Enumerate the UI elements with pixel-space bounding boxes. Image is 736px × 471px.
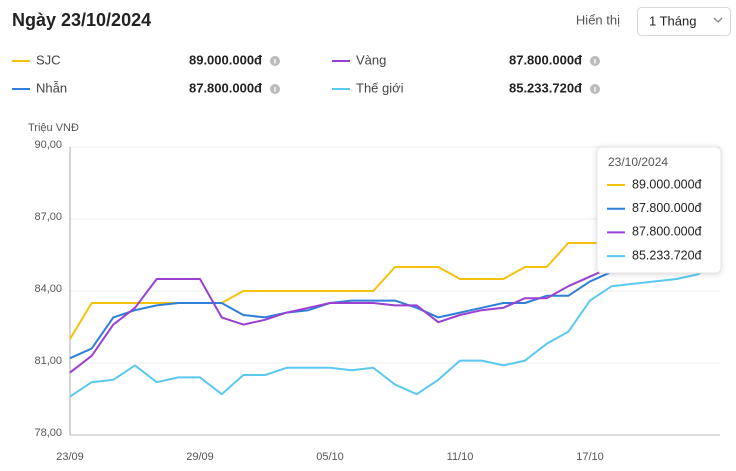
- legend-price: 87.800.000đ: [189, 80, 262, 95]
- y-axis-label: Triệu VNĐ: [28, 122, 79, 134]
- range-select[interactable]: 1 Tháng: [649, 13, 696, 28]
- x-tick-label: 11/10: [447, 451, 474, 463]
- tooltip-value: 87.800.000đ: [632, 225, 702, 239]
- grid: 78,00 81,00 84,00 87,00 90,00 23/09 29/09 05/10…: [34, 139, 720, 463]
- legend-name: SJC: [36, 52, 61, 67]
- y-tick-label: 78,00: [34, 427, 62, 439]
- legend-name: Nhẫn: [36, 80, 67, 95]
- legend-price: 87.800.000đ: [509, 52, 582, 67]
- info-icon-dot: [594, 59, 596, 64]
- tooltip-value: 87.800.000đ: [632, 201, 702, 215]
- dropdown-chevron: [713, 17, 723, 23]
- info-icon-dot: [274, 87, 276, 92]
- y-tick-label: 81,00: [34, 355, 62, 367]
- legend-name: Thế giới: [356, 80, 404, 95]
- tooltip-value: 85.233.720đ: [632, 248, 702, 262]
- x-tick-label: 23/09: [56, 451, 84, 463]
- y-tick-label: 87,00: [34, 211, 62, 223]
- x-tick-label: 05/10: [316, 451, 344, 463]
- legend-price: 85.233.720đ: [509, 80, 582, 95]
- tooltip: 23/10/2024 89.000.000đ 87.800.000đ 87.800.…: [596, 146, 722, 274]
- legend: SJC 89.000.000đ Nhẫn 87.800.000đ Vàng 87.800.…: [12, 52, 600, 95]
- info-icon-dot: [274, 59, 276, 64]
- series-line: [69, 260, 721, 398]
- info-icon-dot: [594, 87, 596, 92]
- y-tick-label: 90,00: [34, 139, 62, 151]
- x-tick-label: 17/10: [576, 451, 604, 463]
- tooltip-box: [596, 146, 722, 274]
- x-tick-label: 29/09: [186, 451, 214, 463]
- tooltip-date: 23/10/2024: [608, 155, 668, 169]
- tooltip-value: 89.000.000đ: [632, 177, 702, 191]
- range-dropdown[interactable]: [637, 7, 731, 36]
- legend-name: Vàng: [356, 52, 386, 67]
- legend-price: 89.000.000đ: [189, 52, 262, 67]
- display-label: Hiển thị: [576, 12, 620, 27]
- y-tick-label: 84,00: [34, 283, 62, 295]
- page-title: Ngày 23/10/2024: [12, 10, 151, 30]
